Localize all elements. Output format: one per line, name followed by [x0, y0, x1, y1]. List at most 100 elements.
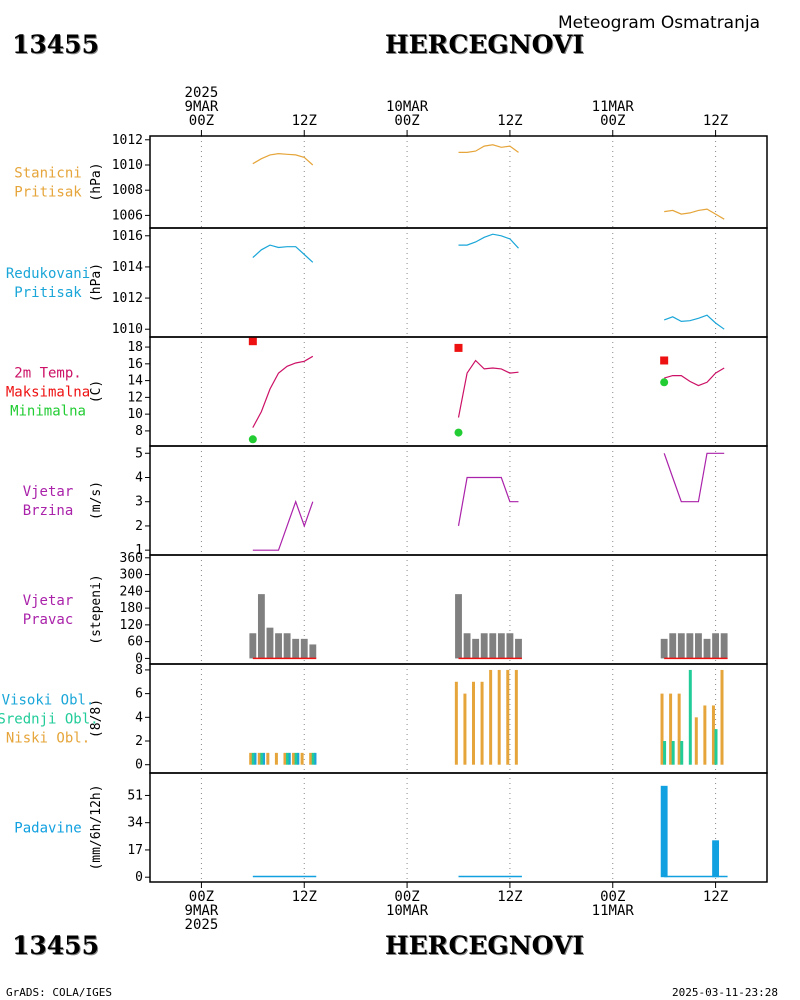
tmin-marker [454, 428, 463, 437]
y-tick-label: 51 [127, 788, 143, 803]
x-tick-label-top: 12Z [497, 113, 522, 129]
bar [686, 633, 694, 659]
x-tick-label-bottom: 11MAR [592, 903, 635, 919]
series-line [457, 476, 519, 527]
y-tick-label: 8 [135, 424, 143, 439]
panel-frame [149, 445, 768, 556]
station-id-bottom: 13455 [12, 931, 99, 960]
bar [314, 752, 317, 765]
bar [489, 633, 497, 659]
bar [677, 633, 685, 659]
bar [283, 752, 287, 765]
bar [720, 669, 724, 765]
y-tick-label: 1010 [112, 322, 143, 337]
panel-label: Visoki Obl. [2, 693, 95, 709]
panel-clouds [145, 663, 768, 774]
y-tick-label: 360 [120, 551, 143, 566]
bar [311, 752, 315, 765]
bar [506, 633, 514, 659]
x-tick-label-top: 00Z [394, 113, 419, 129]
station-id-top: 13455 [12, 30, 99, 59]
y-tick-label: 8 [135, 663, 143, 678]
y-tick-label: 2 [135, 519, 143, 534]
bar [660, 785, 668, 878]
y-tick-label: 0 [135, 758, 143, 773]
x-tick-label-top: 12Z [703, 113, 728, 129]
x-tick-label-top: 00Z [600, 113, 625, 129]
bar [489, 669, 493, 765]
y-tick-label: 1010 [112, 158, 143, 173]
bar [472, 638, 480, 659]
y-tick-label: 1012 [112, 291, 143, 306]
bar [671, 741, 675, 765]
panel-label: Redukovani [6, 266, 90, 282]
series-line [252, 152, 314, 166]
y-tick-label: 300 [120, 568, 143, 583]
y-axis-label: (mm/6h/12h) [89, 784, 104, 870]
panel-precipitation [145, 772, 768, 883]
bar [283, 633, 291, 659]
y-axis-label: (hPa) [89, 162, 104, 201]
bar [695, 633, 702, 659]
bar [300, 638, 308, 659]
bar [455, 594, 462, 659]
series-line [664, 367, 725, 387]
bar [249, 633, 257, 659]
panel-temperature [145, 336, 768, 447]
x-tick-label-top: 10MAR [386, 99, 429, 115]
panel-pressure [145, 135, 768, 229]
station-name-bottom: HERCEGNOVI [385, 931, 585, 960]
footer-credit: GrADS: COLA/IGES [6, 986, 112, 999]
y-tick-label: 1008 [112, 183, 143, 198]
x-tick-label-bottom: 00Z [600, 889, 625, 905]
y-axis-label: (hPa) [89, 263, 104, 302]
bar [463, 693, 467, 765]
panel-label: Stanicni [14, 166, 81, 182]
panel-wind_speed [145, 445, 768, 556]
bar [257, 594, 265, 659]
tmax-marker [454, 343, 463, 352]
y-tick-label: 1016 [112, 229, 143, 244]
panel-label: Minimalna [10, 404, 86, 420]
panel-reduced [145, 227, 768, 338]
y-axis-label: (C) [89, 380, 104, 403]
panel-frame [149, 772, 768, 883]
y-tick-label: 4 [135, 470, 143, 485]
bar [677, 693, 681, 765]
bar [506, 669, 510, 765]
panel-label: Pritisak [14, 185, 82, 201]
bar [694, 717, 698, 765]
bar [463, 633, 471, 659]
bar [309, 644, 317, 659]
panel-label: Padavine [14, 821, 81, 837]
bar [309, 752, 313, 765]
panel-frame [149, 135, 768, 229]
bar [266, 627, 274, 659]
bar [703, 638, 711, 659]
x-tick-label-bottom: 12Z [703, 889, 728, 905]
bar [480, 681, 484, 765]
footer-timestamp: 2025-03-11-23:28 [672, 986, 778, 999]
x-tick-label-top: 11MAR [592, 99, 635, 115]
x-tick-label-bottom: 2025 [185, 917, 219, 933]
bar [497, 633, 505, 659]
bar [663, 741, 667, 765]
bar [497, 669, 501, 765]
y-tick-label: 1006 [112, 208, 143, 223]
x-tick-label-top: 9MAR [185, 99, 219, 115]
y-tick-label: 1012 [112, 133, 143, 148]
x-tick-label-top: 12Z [292, 113, 317, 129]
station-name-top: HERCEGNOVI [385, 30, 585, 59]
bar [257, 752, 261, 765]
y-tick-label: 6 [135, 687, 143, 702]
bar [262, 752, 266, 765]
bar [300, 752, 304, 765]
bar [260, 752, 264, 765]
y-axis-label: (stepeni) [89, 574, 104, 644]
bar [454, 681, 458, 765]
x-tick-label-bottom: 10MAR [386, 903, 429, 919]
bar [251, 752, 255, 765]
y-tick-label: 12 [127, 390, 143, 405]
bar [712, 840, 720, 878]
